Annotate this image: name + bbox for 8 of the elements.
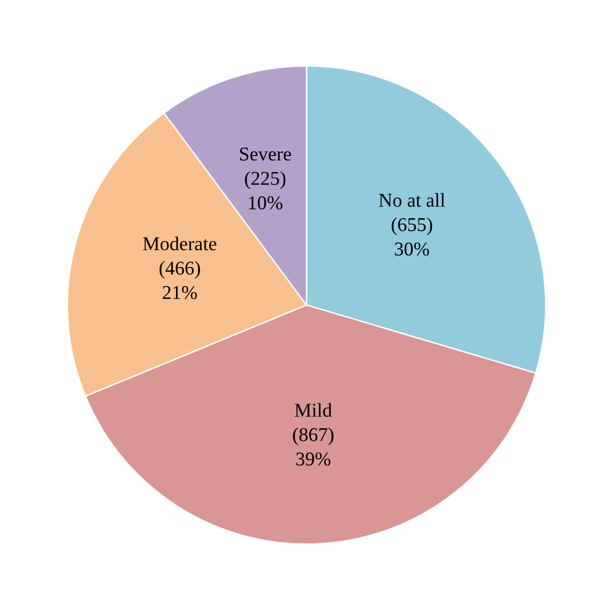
- data-label: (225) 10%: [245, 171, 286, 210]
- slice-label: Moderate: [143, 236, 216, 250]
- slice-label: Mild: [294, 403, 332, 417]
- slice-label: Severe: [240, 148, 291, 161]
- data-label: (466) 21%: [160, 261, 200, 300]
- data-label: (867) 39%: [293, 428, 334, 466]
- slice-label: No at all: [378, 193, 445, 207]
- data-label: (655) 30%: [392, 218, 432, 256]
